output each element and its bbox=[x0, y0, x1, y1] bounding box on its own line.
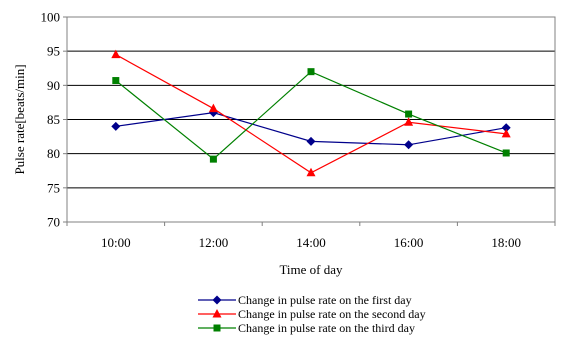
data-point bbox=[404, 117, 414, 126]
x-tick-label: 12:00 bbox=[199, 235, 229, 250]
legend-label: Change in pulse rate on the third day bbox=[238, 321, 415, 335]
data-point bbox=[405, 110, 413, 118]
y-tick-label: 90 bbox=[47, 78, 60, 93]
data-point bbox=[404, 140, 414, 150]
series-1 bbox=[111, 108, 511, 150]
series-2 bbox=[111, 49, 511, 177]
data-point bbox=[208, 103, 218, 113]
legend-marker bbox=[213, 324, 221, 332]
legend-marker bbox=[212, 309, 222, 318]
data-point bbox=[502, 149, 510, 157]
x-axis-label: Time of day bbox=[279, 262, 343, 277]
x-tick-label: 14:00 bbox=[296, 235, 326, 250]
y-axis: 70 75 80 85 90 95 100 bbox=[41, 10, 67, 230]
y-axis-label: Pulse rate[beats/min] bbox=[12, 64, 27, 174]
series-3 bbox=[112, 68, 510, 163]
legend: Change in pulse rate on the first dayCha… bbox=[198, 293, 426, 335]
x-axis: 10:00 12:00 14:00 16:00 18:00 bbox=[66, 222, 556, 250]
data-point bbox=[306, 136, 316, 146]
legend-marker bbox=[212, 295, 222, 305]
data-point bbox=[307, 68, 315, 76]
y-tick-label: 100 bbox=[41, 10, 61, 25]
y-tick-label: 95 bbox=[47, 44, 60, 59]
data-point bbox=[111, 49, 121, 59]
gridlines bbox=[67, 50, 555, 189]
x-tick-label: 16:00 bbox=[394, 235, 424, 250]
data-point bbox=[501, 123, 511, 133]
y-tick-label: 85 bbox=[47, 112, 60, 127]
data-point bbox=[501, 128, 511, 138]
legend-label: Change in pulse rate on the first day bbox=[238, 293, 412, 307]
data-point bbox=[111, 121, 121, 131]
y-tick-label: 70 bbox=[47, 215, 60, 230]
series-layer bbox=[111, 49, 511, 177]
y-tick-label: 80 bbox=[47, 146, 60, 161]
data-point bbox=[209, 155, 217, 163]
legend-item: Change in pulse rate on the first day bbox=[198, 293, 412, 307]
series-line bbox=[115, 70, 507, 160]
legend-item: Change in pulse rate on the second day bbox=[198, 307, 426, 321]
data-point bbox=[306, 167, 316, 177]
x-tick-label: 18:00 bbox=[491, 235, 521, 250]
legend-label: Change in pulse rate on the second day bbox=[238, 307, 426, 321]
data-point bbox=[112, 77, 120, 85]
legend-item: Change in pulse rate on the third day bbox=[198, 321, 415, 335]
x-tick-label: 10:00 bbox=[101, 235, 131, 250]
y-tick-label: 75 bbox=[47, 180, 60, 195]
